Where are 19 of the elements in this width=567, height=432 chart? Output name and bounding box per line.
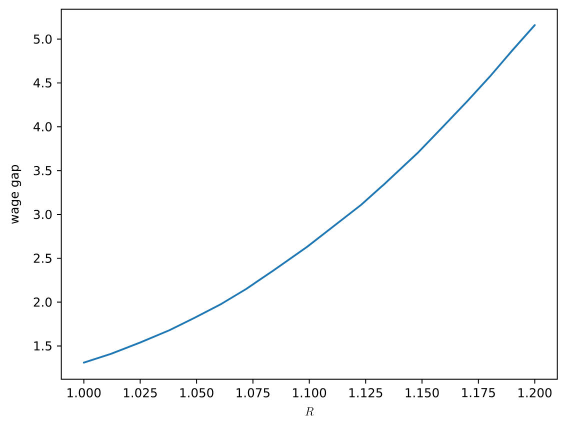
x-tick-label: 1.125 [349, 388, 382, 398]
x-tick-label: 1.075 [236, 388, 270, 398]
y-tick-label: 1.5 [34, 341, 52, 351]
x-tick-label: 1.200 [518, 388, 552, 398]
y-tick-label: 4.0 [34, 122, 52, 132]
x-tick-label: 1.000 [68, 388, 101, 398]
x-tick-label: 1.100 [293, 388, 326, 398]
x-axis-title: $R$ [305, 407, 314, 416]
x-tick-label: 1.150 [406, 388, 439, 398]
y-tick-label: 2.5 [34, 254, 52, 263]
y-tick-label: 4.5 [34, 78, 52, 88]
y-tick-label: 2.0 [34, 297, 52, 307]
x-tick-label: 1.050 [180, 388, 214, 398]
y-tick-label: 5.0 [34, 34, 52, 44]
x-tick-label: 1.175 [462, 388, 495, 398]
x-tick-label: 1.025 [124, 388, 157, 398]
y-tick-label: 3.0 [34, 210, 52, 220]
y-tick-label: 3.5 [34, 166, 52, 176]
y-axis-title: wage gap [12, 164, 22, 224]
